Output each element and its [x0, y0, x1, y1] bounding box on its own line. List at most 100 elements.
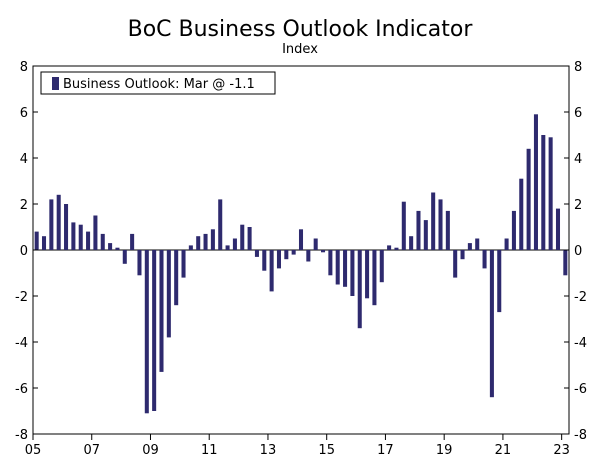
- y-tick-label-left: -6: [15, 382, 28, 397]
- x-tick-label: 15: [318, 443, 335, 458]
- y-tick-label-right: 0: [574, 244, 582, 259]
- bar-2016Q1: [357, 250, 362, 329]
- chart-title: BoC Business Outlook Indicator: [128, 17, 474, 42]
- bar-2006Q1: [64, 204, 69, 250]
- bar-2014Q4: [321, 250, 326, 253]
- legend: Business Outlook: Mar @ -1.1: [40, 71, 276, 95]
- x-tick-label: 21: [495, 443, 512, 458]
- bar-2016Q2: [365, 250, 370, 299]
- bar-2016Q3: [372, 250, 377, 306]
- bar-2022Q3: [548, 137, 553, 250]
- bar-2011Q2: [218, 199, 223, 250]
- bar-2017Q1: [387, 245, 392, 250]
- bar-2012Q2: [247, 227, 252, 250]
- y-tick-label-left: 4: [20, 152, 28, 167]
- x-axis: 05 07 09 11 13 15 17 19 21 23: [25, 434, 570, 458]
- chart-subtitle: Index: [282, 42, 318, 57]
- bar-2021Q4: [526, 148, 531, 250]
- y-tick-label-right: 8: [574, 60, 582, 75]
- bar-2007Q4: [115, 247, 120, 250]
- bar-2013Q2: [276, 250, 281, 269]
- bar-2010Q1: [181, 250, 186, 278]
- bar-2009Q1: [152, 250, 157, 411]
- bar-2007Q1: [93, 215, 98, 250]
- bar-2008Q4: [144, 250, 149, 414]
- bar-2022Q1: [533, 114, 538, 250]
- bar-2018Q1: [416, 210, 421, 250]
- y-tick-label-left: -2: [15, 290, 28, 305]
- bar-2008Q3: [137, 250, 142, 276]
- bar-2020Q3: [489, 250, 494, 398]
- bar-2020Q1: [475, 238, 480, 250]
- bar-2023Q1: [563, 250, 568, 276]
- x-tick-label: 17: [377, 443, 394, 458]
- legend-swatch: [52, 77, 59, 90]
- bar-2014Q1: [298, 229, 304, 250]
- bar-2010Q2: [188, 245, 193, 250]
- bar-2018Q3: [431, 192, 436, 250]
- bar-2014Q2: [306, 250, 311, 262]
- bar-2006Q2: [71, 222, 76, 250]
- bar-2018Q4: [438, 199, 443, 250]
- bar-2011Q1: [210, 229, 215, 250]
- bar-2019Q1: [445, 210, 450, 250]
- bars-group: [34, 114, 568, 414]
- bar-2021Q3: [519, 178, 524, 250]
- x-tick-label: 19: [436, 443, 453, 458]
- bar-2019Q2: [453, 250, 458, 278]
- y-tick-label-right: 4: [574, 152, 582, 167]
- y-tick-label-right: 6: [574, 106, 582, 121]
- bar-2022Q2: [541, 135, 546, 250]
- bar-2018Q2: [423, 220, 428, 250]
- legend-label: Business Outlook: Mar @ -1.1: [63, 77, 255, 92]
- bar-2009Q4: [174, 250, 179, 306]
- bar-2005Q4: [56, 194, 61, 250]
- bar-2009Q2: [159, 250, 164, 372]
- y-tick-label-right: 2: [574, 198, 582, 213]
- y-tick-label-left: -8: [15, 428, 28, 443]
- y-axis-left: 8 6 4 2 0 -2 -4 -6 -8: [15, 60, 38, 443]
- bar-2015Q4: [350, 250, 355, 296]
- bar-2012Q3: [254, 250, 259, 257]
- bar-2017Q3: [401, 201, 406, 250]
- bar-2021Q2: [511, 210, 516, 250]
- y-axis-right: 8 6 4 2 0 -2 -4 -6 -8: [564, 60, 587, 443]
- bar-2013Q1: [269, 250, 274, 292]
- bar-2015Q1: [328, 250, 333, 276]
- bar-2015Q3: [343, 250, 348, 287]
- y-tick-label-right: -8: [574, 428, 587, 443]
- x-tick-label: 09: [142, 443, 159, 458]
- bar-2005Q2: [41, 236, 47, 250]
- bar-2007Q3: [108, 243, 113, 250]
- x-tick-label: 07: [83, 443, 100, 458]
- bar-2009Q3: [166, 250, 171, 338]
- bar-2008Q2: [130, 233, 135, 250]
- y-tick-label-left: 2: [20, 198, 28, 213]
- x-tick-label: 05: [25, 443, 42, 458]
- bar-2006Q3: [78, 224, 83, 250]
- bar-2016Q4: [379, 250, 384, 283]
- bar-2005Q3: [49, 199, 54, 250]
- bar-2020Q4: [497, 250, 502, 313]
- y-tick-label-left: 8: [20, 60, 28, 75]
- bar-2011Q4: [232, 238, 237, 250]
- y-tick-label-right: -4: [574, 336, 587, 351]
- bar-2013Q3: [284, 250, 289, 260]
- bar-2007Q2: [100, 233, 105, 250]
- bar-2006Q4: [86, 231, 91, 250]
- bar-2012Q1: [240, 224, 245, 250]
- bar-2021Q1: [504, 238, 509, 250]
- bar-2020Q2: [482, 250, 487, 269]
- bar-2019Q3: [460, 250, 465, 260]
- bar-2015Q2: [335, 250, 340, 285]
- legend-box: [40, 71, 276, 95]
- y-tick-label-left: -4: [15, 336, 28, 351]
- y-tick-label-right: -6: [574, 382, 587, 397]
- x-tick-label: 13: [260, 443, 277, 458]
- bar-2022Q4: [555, 208, 561, 250]
- bar-2010Q3: [196, 236, 201, 250]
- x-tick-label: 23: [553, 443, 570, 458]
- y-tick-label-left: 0: [20, 244, 28, 259]
- bar-2010Q4: [203, 233, 208, 250]
